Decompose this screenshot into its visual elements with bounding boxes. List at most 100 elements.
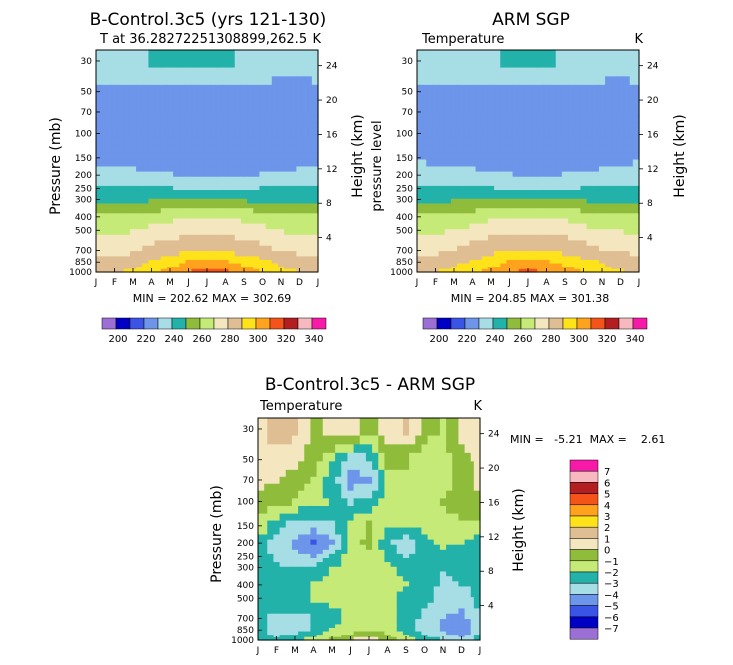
contour-cell: [432, 108, 440, 117]
contour-cell: [518, 189, 526, 195]
contour-cell: [531, 263, 538, 268]
contour-cell: [123, 84, 131, 94]
contour-cell: [568, 208, 575, 214]
contour-cell: [259, 181, 267, 187]
contour-cell: [308, 176, 313, 183]
contour-cell: [611, 115, 619, 124]
contour-cell: [629, 218, 634, 225]
contour-cell: [549, 240, 557, 247]
contour-cell: [96, 208, 100, 214]
contour-cell: [273, 553, 281, 559]
contour-cell: [264, 557, 268, 563]
contour-cell: [470, 476, 475, 485]
contour-cell: [335, 549, 342, 555]
contour-cell: [623, 93, 631, 103]
contour-cell: [518, 171, 526, 178]
contour-cell: [549, 166, 557, 173]
contour-cell: [308, 137, 313, 147]
contour-cell: [259, 176, 267, 183]
contour-cell: [500, 268, 508, 271]
contour-cell: [173, 145, 180, 154]
contour-cell: [328, 513, 336, 522]
contour-cell: [632, 137, 637, 147]
legend-label: 300: [569, 334, 588, 345]
contour-cell: [271, 198, 279, 205]
contour-cell: [117, 93, 125, 103]
contour-cell: [426, 50, 434, 60]
contour-cell: [426, 181, 434, 187]
contour-cell: [310, 513, 318, 522]
contour-cell: [279, 498, 287, 507]
contour-cell: [261, 452, 265, 462]
contour-cell: [427, 581, 435, 588]
contour-cell: [476, 591, 481, 598]
contour-cell: [322, 469, 330, 478]
contour-cell: [561, 166, 569, 173]
contour-cell: [228, 256, 236, 261]
contour-cell: [166, 203, 174, 209]
contour-cell: [129, 213, 137, 220]
contour-cell: [439, 513, 447, 522]
contour-cell: [253, 194, 261, 200]
contour-cell: [605, 145, 612, 154]
contour-cell: [179, 234, 187, 242]
contour-cell: [311, 240, 316, 247]
contour-cell: [277, 208, 285, 214]
contour-cell: [605, 101, 612, 110]
contour-cell: [632, 76, 637, 86]
contour-cell: [228, 152, 236, 161]
contour-cell: [475, 176, 483, 183]
contour-cell: [308, 198, 313, 205]
contour-cell: [537, 185, 545, 191]
contour-cell: [298, 553, 305, 559]
contour-cell: [537, 198, 545, 205]
contour-cell: [311, 93, 316, 103]
contour-cell: [580, 256, 588, 261]
contour-cell: [322, 549, 330, 555]
contour-cell: [365, 624, 373, 629]
contour-cell: [253, 145, 261, 154]
contour-cell: [592, 229, 600, 236]
contour-cell: [433, 483, 441, 492]
contour-cell: [415, 549, 423, 555]
contour-cell: [487, 152, 495, 161]
contour-cell: [450, 198, 458, 205]
contour-cell: [635, 115, 640, 124]
contour-cell: [96, 145, 100, 154]
contour-cell: [537, 194, 545, 200]
contour-cell: [234, 268, 242, 271]
contour-cell: [390, 613, 398, 620]
contour-cell: [629, 223, 634, 230]
contour-cell: [635, 240, 640, 247]
contour-cell: [99, 240, 103, 247]
contour-cell: [347, 619, 355, 625]
contour-cell: [291, 619, 299, 625]
contour-cell: [314, 130, 319, 139]
contour-cell: [359, 581, 367, 588]
contour-cell: [111, 101, 119, 110]
contour-cell: [265, 50, 273, 60]
contour-cell: [617, 185, 625, 191]
contour-cell: [512, 259, 520, 265]
contour-cell: [296, 152, 304, 161]
contour-cell: [574, 198, 582, 205]
contour-cell: [506, 145, 514, 154]
contour-cell: [123, 198, 131, 205]
contour-cell: [433, 505, 441, 515]
contour-cell: [605, 223, 612, 230]
contour-cell: [160, 181, 168, 187]
contour-cell: [247, 176, 254, 183]
contour-cell: [524, 198, 532, 205]
contour-cell: [142, 181, 150, 187]
contour-cell: [166, 76, 174, 86]
contour-cell: [476, 513, 481, 522]
contour-cell: [347, 581, 355, 588]
contour-cell: [185, 58, 193, 69]
contour-cell: [605, 171, 612, 178]
x-tick-label: M: [328, 646, 336, 656]
contour-cell: [611, 152, 619, 161]
y-tick-label: 700: [237, 615, 254, 625]
contour-cell: [632, 263, 637, 268]
contour-cell: [279, 638, 287, 641]
contour-cell: [506, 181, 514, 187]
